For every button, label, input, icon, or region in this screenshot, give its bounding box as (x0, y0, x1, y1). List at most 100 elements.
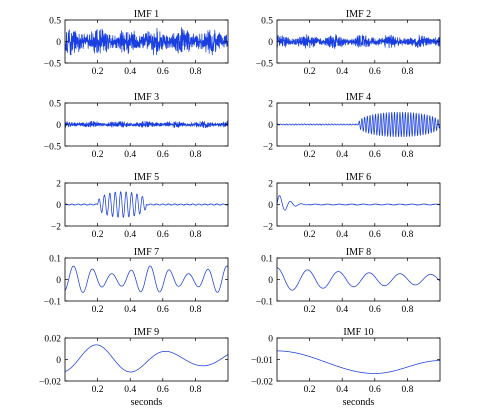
y-tick-label: −2 (51, 222, 61, 232)
x-tick-label: 0.4 (124, 150, 136, 160)
panel-title: IMF 5 (134, 172, 159, 183)
y-tick-label: −0.01 (251, 356, 273, 366)
x-tick-label: 0.8 (401, 230, 413, 240)
y-tick-label: −2 (263, 222, 273, 232)
x-tick-label: 0.2 (92, 305, 104, 315)
imf-panel: 0.1 0 −0.1 0.2 0.4 0.6 0.8 IMF 8 (256, 247, 441, 315)
x-tick-label: 0.4 (336, 230, 348, 240)
panel-title: IMF 7 (134, 247, 159, 258)
y-tick-label: −0.1 (44, 297, 61, 307)
x-tick-label: 0.2 (304, 230, 316, 240)
panel-title: IMF 9 (134, 327, 159, 338)
x-tick-label: 0.2 (304, 385, 316, 395)
x-tick-label: 0.8 (401, 385, 413, 395)
x-tick-label: 0.4 (124, 385, 136, 395)
y-tick-label: 0 (56, 121, 61, 131)
y-tick-label: 0.5 (261, 16, 273, 26)
imf-panel: 0.5 0 −0.5 0.2 0.4 0.6 0.8 IMF 2 (256, 9, 441, 77)
imf-signal-line (277, 350, 440, 374)
x-tick-label: 0.8 (189, 150, 201, 160)
x-tick-label: 0.8 (189, 385, 201, 395)
imf-panel: 2 0 −2 0.2 0.4 0.6 0.8 IMF 5 (51, 172, 229, 240)
y-tick-label: −0.5 (44, 59, 61, 69)
x-axis-label: seconds (131, 397, 163, 408)
imf-signal-line (65, 344, 228, 373)
imf-panel: 0.5 0 −0.5 0.2 0.4 0.6 0.8 IMF 3 (44, 92, 229, 160)
imf-panel: 0.5 0 −0.5 0.2 0.4 0.6 0.8 IMF 1 (44, 9, 229, 77)
y-tick-label: −0.02 (39, 377, 61, 387)
y-tick-label: 0.5 (49, 16, 61, 26)
y-tick-label: −2 (263, 142, 273, 152)
panel-title: IMF 3 (134, 92, 159, 103)
y-tick-label: −0.1 (256, 297, 273, 307)
x-tick-label: 0.2 (92, 150, 104, 160)
y-tick-label: 0.1 (49, 254, 61, 264)
panel-title: IMF 4 (346, 92, 371, 103)
y-tick-label: 0 (268, 38, 273, 48)
x-tick-label: 0.6 (369, 150, 381, 160)
imf-panel: 2 0 −2 0.2 0.4 0.6 0.8 IMF 4 (263, 92, 441, 160)
y-tick-label: 0 (268, 121, 273, 131)
x-tick-label: 0.8 (189, 230, 201, 240)
x-tick-label: 0.4 (336, 385, 348, 395)
y-tick-label: 2 (268, 179, 273, 189)
axes-frame (276, 337, 441, 382)
y-tick-label: 2 (268, 99, 273, 109)
axes-frame (276, 257, 441, 302)
x-tick-label: 0.4 (124, 230, 136, 240)
x-tick-label: 0.6 (157, 305, 169, 315)
imf-signal-line (277, 111, 440, 138)
axes-frame (64, 257, 229, 302)
imf-panel: 0 −0.01 −0.02 0.2 0.4 0.6 0.8 IMF 10 seconds (251, 327, 441, 408)
x-tick-label: 0.4 (124, 67, 136, 77)
x-tick-label: 0.6 (369, 230, 381, 240)
y-tick-label: 0.5 (49, 99, 61, 109)
y-tick-label: 0 (268, 334, 273, 344)
x-tick-label: 0.6 (369, 67, 381, 77)
imf-panel: 2 0 −2 0.2 0.4 0.6 0.8 IMF 6 (263, 172, 441, 240)
panel-title: IMF 2 (346, 9, 371, 20)
x-tick-label: 0.4 (124, 305, 136, 315)
imf-signal-line (65, 191, 228, 218)
x-tick-label: 0.8 (189, 67, 201, 77)
imf-panel: 0.02 0 −0.02 0.2 0.4 0.6 0.8 IMF 9 seconds (39, 327, 229, 408)
y-tick-label: 0.1 (261, 254, 273, 264)
x-tick-label: 0.2 (304, 150, 316, 160)
x-tick-label: 0.8 (189, 305, 201, 315)
panel-title: IMF 1 (134, 9, 159, 20)
x-tick-label: 0.4 (336, 67, 348, 77)
imf-signal-line (65, 265, 228, 293)
x-tick-label: 0.2 (304, 67, 316, 77)
y-tick-label: 0 (56, 38, 61, 48)
y-tick-label: −0.5 (256, 59, 273, 69)
axes-frame (64, 337, 229, 382)
x-tick-label: 0.6 (157, 385, 169, 395)
y-tick-label: 0 (268, 276, 273, 286)
y-tick-label: −0.02 (251, 377, 273, 387)
y-tick-label: 0 (56, 356, 61, 366)
x-tick-label: 0.6 (157, 230, 169, 240)
imf-signal-line (277, 267, 440, 291)
y-tick-label: 0.02 (44, 334, 61, 344)
x-tick-label: 0.8 (401, 305, 413, 315)
panel-title: IMF 10 (343, 327, 373, 338)
x-tick-label: 0.8 (401, 150, 413, 160)
imf-signal-line (277, 34, 440, 49)
y-tick-label: −0.5 (44, 142, 61, 152)
imf-signal-line (65, 27, 228, 56)
x-tick-label: 0.6 (157, 67, 169, 77)
x-tick-label: 0.6 (369, 385, 381, 395)
x-tick-label: 0.4 (336, 150, 348, 160)
panel-title: IMF 6 (346, 172, 371, 183)
x-tick-label: 0.6 (369, 305, 381, 315)
x-tick-label: 0.4 (336, 305, 348, 315)
x-tick-label: 0.2 (92, 230, 104, 240)
y-tick-label: 0 (268, 201, 273, 211)
x-tick-label: 0.2 (92, 67, 104, 77)
panel-title: IMF 8 (346, 247, 371, 258)
y-tick-label: 0 (56, 276, 61, 286)
x-tick-label: 0.8 (401, 67, 413, 77)
y-tick-label: 0 (56, 201, 61, 211)
x-tick-label: 0.6 (157, 150, 169, 160)
